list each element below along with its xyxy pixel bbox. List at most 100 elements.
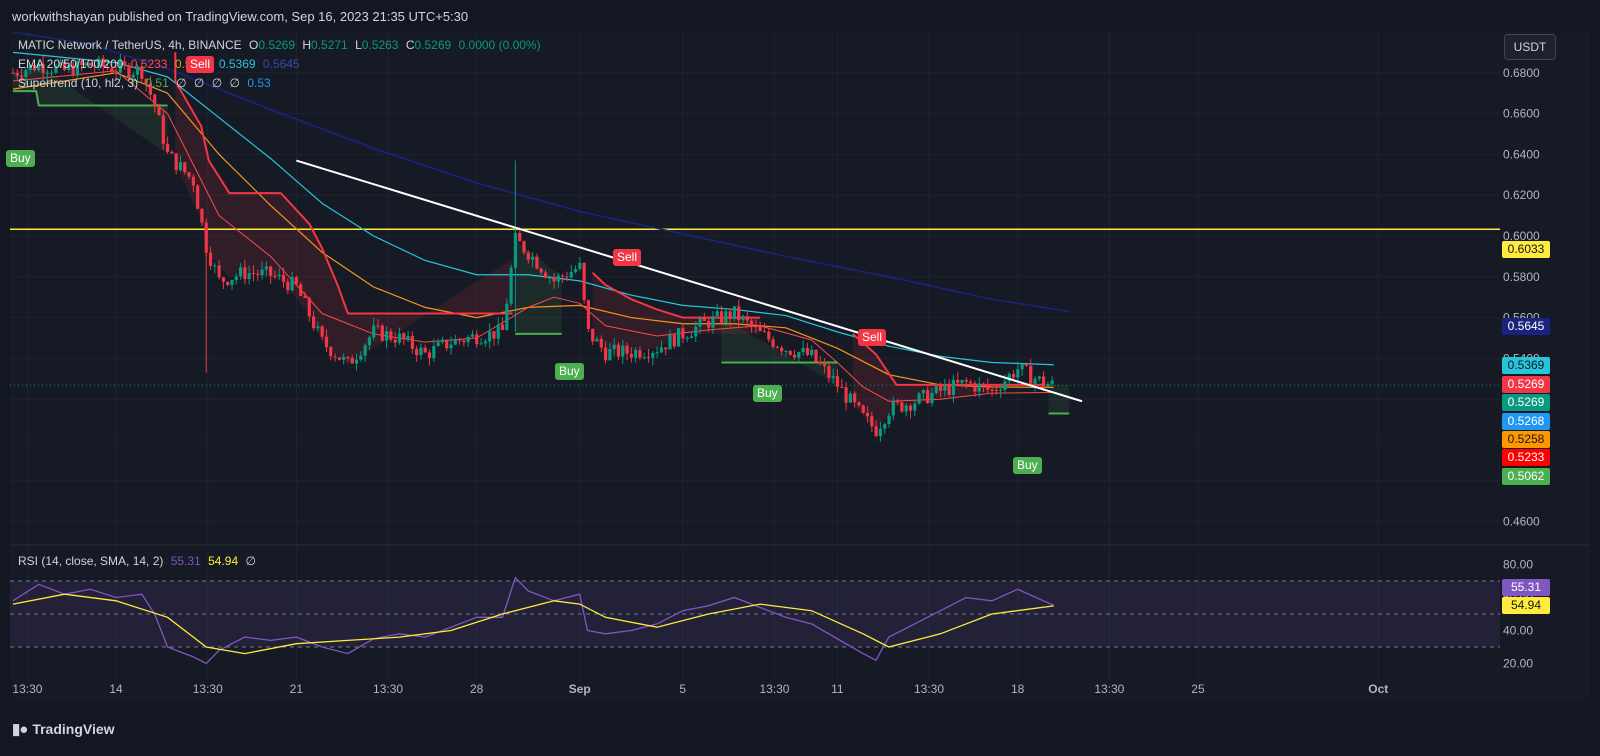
tradingview-logo[interactable]: ▮● TradingView [12,720,115,738]
candle-body [234,276,238,280]
candle-body [960,380,964,383]
candle-body [707,320,711,328]
candle-body [664,347,668,350]
candle-body [200,208,204,223]
currency-button[interactable]: USDT [1504,34,1556,60]
supertrend-fill [515,240,562,334]
candle-body [380,325,384,341]
rsi-label: RSI (14, close, SMA, 14, 2) [18,554,164,568]
candle-body [569,271,573,278]
candle-body [625,345,629,354]
time-axis-label: Oct [1368,682,1388,696]
candle-body [651,352,655,358]
candle-body [578,262,582,269]
candle-body [853,393,857,403]
candle-body [41,63,45,74]
candle-body [28,64,32,71]
candle-body [616,344,621,357]
supertrend-fill [721,317,838,385]
candle-body [857,402,861,406]
candle-body [273,275,277,277]
candle-body [883,424,887,429]
candle-body [11,72,15,74]
candle-body [97,58,101,67]
candle-body [724,311,728,323]
candle-body [402,333,406,340]
candle-body [840,386,844,388]
low-label: L [355,38,362,52]
candle-body [367,337,372,346]
candle-body [732,306,737,319]
ema-legend[interactable]: EMA 20/50/100/200 0.5233 0.5258 0.5369 0… [18,57,304,71]
candle-body [269,266,273,276]
ema-label: EMA 20/50/100/200 [18,57,124,71]
candle-body [75,61,80,76]
candle-body [530,256,535,260]
change-value: 0.0000 (0.00%) [458,38,541,52]
candle-body [389,331,393,340]
candle-body [672,334,676,347]
publish-info: workwithshayan published on TradingView.… [12,9,469,24]
candle-body [1011,373,1016,378]
rsi-axis-label: 20.00 [1503,657,1533,671]
candle-body [646,356,651,358]
candle-body [384,331,389,341]
main-pane [10,32,1500,542]
chart-canvas[interactable]: 0.6800 0.6600 0.6400 0.6200 0.6000 0.5800 0.56… [10,32,1590,702]
candle-body [488,331,492,342]
candle-body [908,405,913,411]
candle-body [994,389,998,391]
candle-body [144,78,148,84]
candle-body [676,328,681,347]
candle-body [376,325,380,327]
candle-body [307,297,311,317]
candle-body [462,340,466,343]
candle-body [827,366,831,378]
candle-body [453,339,457,345]
candle-body [406,335,410,340]
candle-body [92,65,97,67]
supertrend-legend[interactable]: Supertrend (10, hl2, 3) 0.51 ∅ ∅ ∅ ∅ 0.5… [18,76,275,90]
price-tag-ema20: 0.5233 [1502,449,1550,466]
candle-body [1029,365,1033,384]
candle-body [814,349,818,362]
supertrend-fill [175,52,513,365]
time-axis-label: 13:30 [914,682,944,696]
candle-body [294,276,299,285]
candle-body [1042,376,1046,387]
rsi-sma-line [12,593,1054,655]
supertrend-down-line [174,52,513,315]
candle-body [226,281,230,285]
ema50-line [12,72,1054,388]
candle-body [934,385,938,394]
open-label: O [248,38,259,52]
buy-signal: Buy [1013,457,1042,474]
candle-body [539,268,543,273]
candle-body [118,61,122,73]
candle-body [595,339,599,342]
rsi-legend[interactable]: RSI (14, close, SMA, 14, 2) 55.31 54.94 … [18,554,260,568]
candle-body [393,339,397,343]
chart-frame[interactable]: 0.6800 0.6600 0.6400 0.6200 0.6000 0.5800 0.56… [10,32,1590,702]
candle-body [415,348,419,356]
candle-body [496,324,500,339]
ema100-value: 0.5369 [218,57,256,71]
candle-body [131,74,135,78]
candle-body [835,376,840,387]
candle-body [230,279,234,285]
candle-body [135,66,140,75]
candle-body [50,72,54,74]
candle-body [634,350,638,358]
candle-body [457,339,462,341]
time-axis-label: 13:30 [12,682,42,696]
candle-body [247,273,251,279]
candle-body [818,361,822,364]
candle-body [333,356,337,358]
close-label: C [405,38,415,52]
candle-body [110,68,114,73]
candle-body [754,326,758,328]
candle-body [603,347,608,361]
candle-body [432,346,436,359]
candle-body [951,379,956,395]
candle-body [844,387,848,403]
